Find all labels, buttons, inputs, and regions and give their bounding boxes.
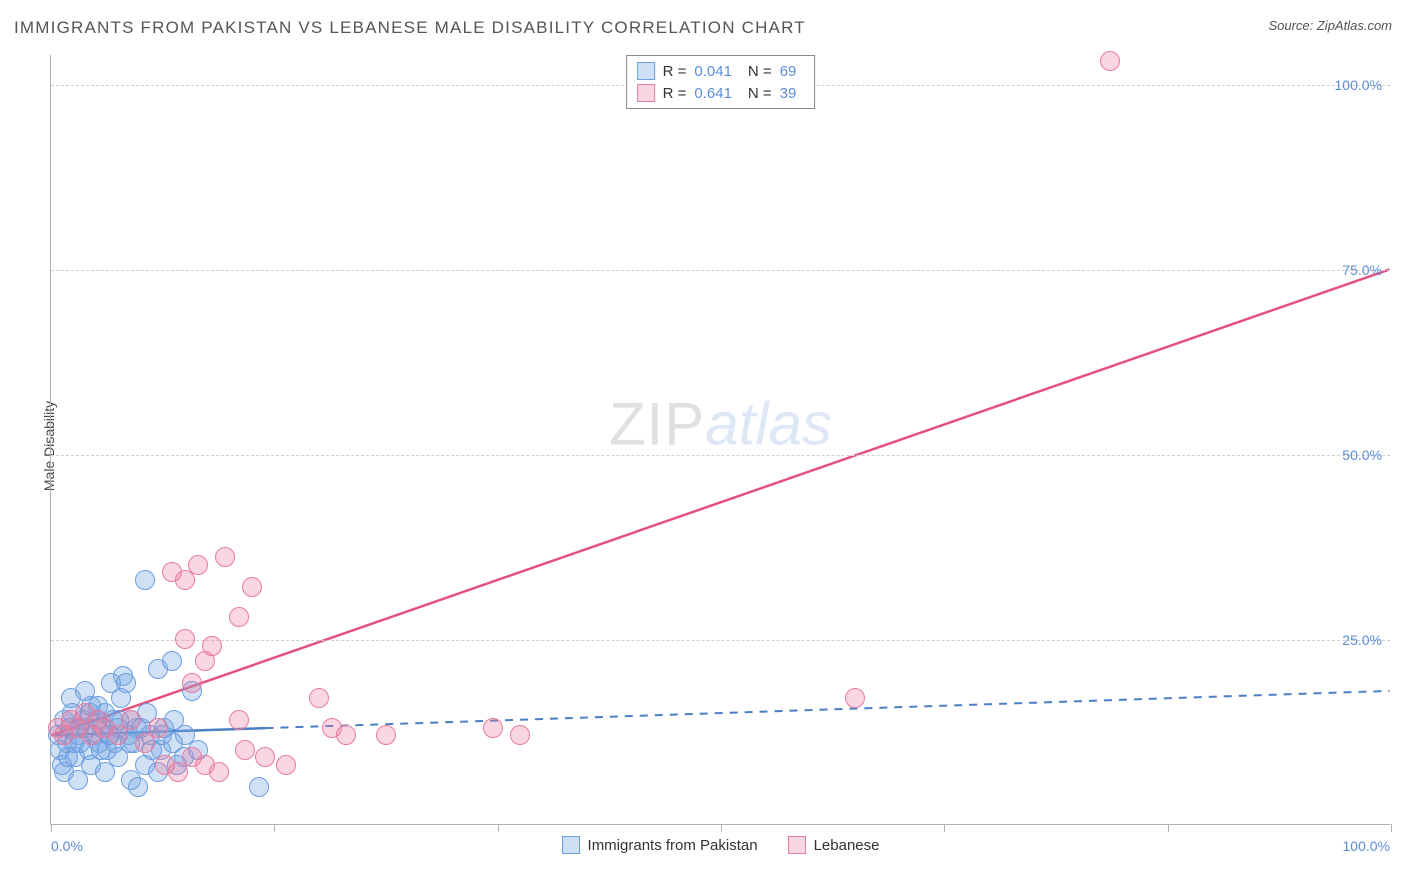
watermark-atlas: atlas xyxy=(705,391,832,458)
x-tick-mark xyxy=(944,824,945,832)
gridline-horizontal xyxy=(51,455,1390,456)
series-legend-label: Lebanese xyxy=(814,837,880,854)
source-label: Source: ZipAtlas.com xyxy=(1268,18,1392,33)
x-tick-label: 0.0% xyxy=(51,838,83,854)
scatter-point xyxy=(229,710,249,730)
correlation-legend-row: R = 0.041 N = 69 xyxy=(637,60,805,82)
n-value-lebanese: 39 xyxy=(780,85,797,102)
plot-area: ZIPatlas R = 0.041 N = 69 R = 0.641 N = … xyxy=(50,55,1390,825)
scatter-point xyxy=(188,555,208,575)
scatter-point xyxy=(215,547,235,567)
scatter-point xyxy=(249,777,269,797)
x-tick-mark xyxy=(498,824,499,832)
y-tick-label: 25.0% xyxy=(1342,632,1382,648)
gridline-horizontal xyxy=(51,640,1390,641)
scatter-point xyxy=(276,755,296,775)
correlation-legend-row: R = 0.641 N = 39 xyxy=(637,82,805,104)
scatter-point xyxy=(128,777,148,797)
n-label: N = xyxy=(748,85,772,102)
x-tick-mark xyxy=(274,824,275,832)
series-legend-label: Immigrants from Pakistan xyxy=(588,837,758,854)
scatter-point xyxy=(845,688,865,708)
scatter-point xyxy=(242,577,262,597)
correlation-legend: R = 0.041 N = 69 R = 0.641 N = 39 xyxy=(626,55,816,109)
scatter-point xyxy=(309,688,329,708)
scatter-point xyxy=(121,710,141,730)
scatter-point xyxy=(376,725,396,745)
legend-swatch-pakistan xyxy=(637,62,655,80)
scatter-point xyxy=(510,725,530,745)
scatter-point xyxy=(483,718,503,738)
scatter-point xyxy=(162,651,182,671)
legend-swatch-pakistan xyxy=(562,836,580,854)
trendline-solid xyxy=(51,269,1389,735)
scatter-point xyxy=(1100,51,1120,71)
n-value-pakistan: 69 xyxy=(780,63,797,80)
x-tick-mark xyxy=(1391,824,1392,832)
r-label: R = xyxy=(663,63,687,80)
gridline-horizontal xyxy=(51,270,1390,271)
scatter-point xyxy=(209,762,229,782)
y-tick-label: 50.0% xyxy=(1342,447,1382,463)
r-value-lebanese: 0.641 xyxy=(694,85,732,102)
y-tick-label: 100.0% xyxy=(1335,77,1382,93)
scatter-point xyxy=(336,725,356,745)
scatter-point xyxy=(255,747,275,767)
watermark-zip: ZIP xyxy=(609,391,705,458)
chart-title: IMMIGRANTS FROM PAKISTAN VS LEBANESE MAL… xyxy=(14,18,806,38)
scatter-point xyxy=(182,673,202,693)
legend-swatch-lebanese xyxy=(788,836,806,854)
scatter-point xyxy=(148,718,168,738)
r-label: R = xyxy=(663,85,687,102)
x-tick-mark xyxy=(51,824,52,832)
n-label: N = xyxy=(748,63,772,80)
scatter-point xyxy=(135,570,155,590)
scatter-point xyxy=(235,740,255,760)
x-tick-mark xyxy=(721,824,722,832)
series-legend-item: Lebanese xyxy=(788,836,880,854)
scatter-point xyxy=(195,651,215,671)
trend-lines-layer xyxy=(51,55,1390,824)
series-legend: Immigrants from Pakistan Lebanese xyxy=(562,836,880,854)
watermark: ZIPatlas xyxy=(609,390,832,459)
x-tick-mark xyxy=(1168,824,1169,832)
legend-swatch-lebanese xyxy=(637,84,655,102)
x-tick-label: 100.0% xyxy=(1343,838,1390,854)
trendline-dashed xyxy=(265,691,1389,728)
chart-container: IMMIGRANTS FROM PAKISTAN VS LEBANESE MAL… xyxy=(0,0,1406,892)
r-value-pakistan: 0.041 xyxy=(694,63,732,80)
scatter-point xyxy=(101,673,121,693)
scatter-point xyxy=(175,629,195,649)
scatter-point xyxy=(229,607,249,627)
y-tick-label: 75.0% xyxy=(1342,262,1382,278)
series-legend-item: Immigrants from Pakistan xyxy=(562,836,758,854)
